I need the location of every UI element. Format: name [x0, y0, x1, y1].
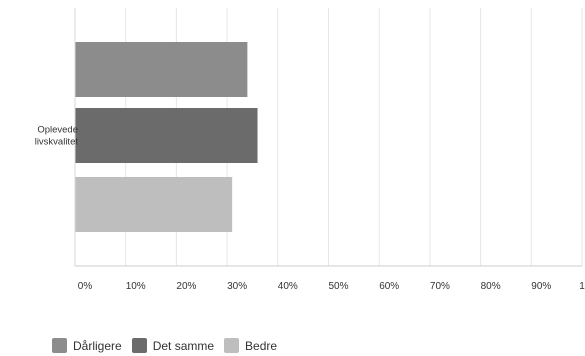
- x-tick-label: 0%: [78, 281, 93, 292]
- legend-item-bedre[interactable]: Bedre: [224, 338, 277, 353]
- x-tick-label: 90%: [531, 281, 551, 292]
- legend: Dårligere Det samme Bedre: [52, 338, 287, 353]
- bar-det-samme[interactable]: [75, 108, 258, 163]
- x-tick-label: 30%: [227, 281, 247, 292]
- x-tick-label: 100%: [579, 281, 585, 292]
- x-tick-label: 10%: [126, 281, 146, 292]
- x-tick-label: 50%: [328, 281, 348, 292]
- legend-label-darligere: Dårligere: [73, 338, 122, 353]
- x-tick-label: 20%: [176, 281, 196, 292]
- legend-item-det-samme[interactable]: Det samme: [131, 338, 215, 353]
- legend-swatch-darligere: [52, 338, 67, 353]
- category-labels: Oplevede livskvalitet: [35, 125, 79, 148]
- legend-label-bedre: Bedre: [245, 338, 278, 353]
- legend-item-darligere[interactable]: Dårligere: [52, 338, 122, 353]
- bar-d-rligere[interactable]: [75, 42, 248, 97]
- x-tick-label: 80%: [481, 281, 501, 292]
- bars: [75, 42, 258, 232]
- x-tick-labels: 0% 10% 20% 30% 40% 50% 60% 70% 80% 90% 100%: [78, 281, 585, 292]
- legend-label-det-samme: Det samme: [152, 338, 215, 353]
- bar-bedre[interactable]: [75, 177, 233, 232]
- category-label: Oplevede livskvalitet: [35, 125, 79, 148]
- legend-swatch-bedre: [224, 338, 240, 353]
- x-tick-label: 40%: [278, 281, 298, 292]
- x-tick-label: 60%: [379, 281, 399, 292]
- x-tick-label: 70%: [430, 281, 450, 292]
- axes: [74, 8, 582, 267]
- legend-swatch-det-samme: [131, 338, 147, 353]
